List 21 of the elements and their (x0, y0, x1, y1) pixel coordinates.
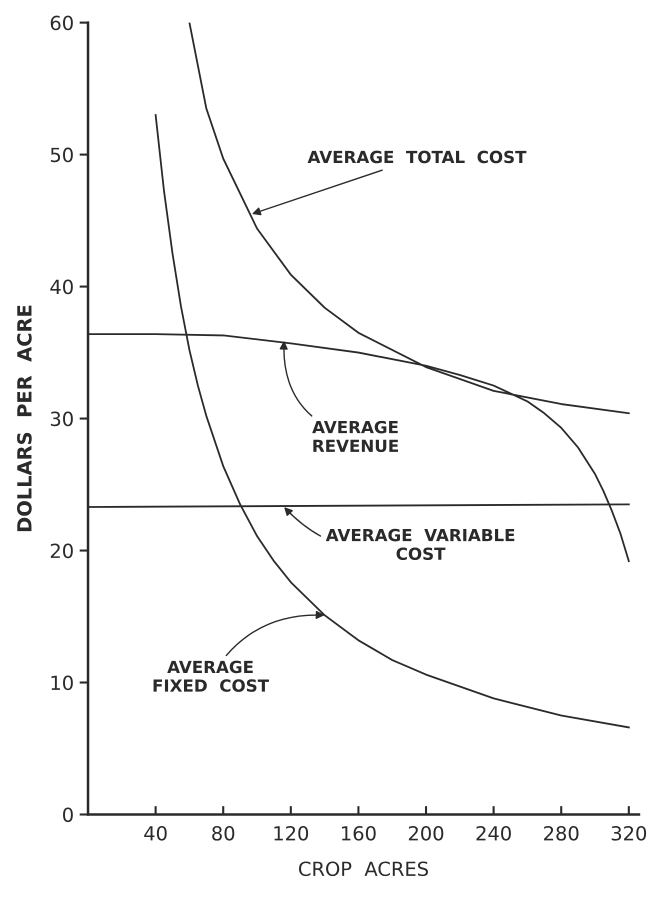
y-tick-label: 0 (63, 807, 73, 822)
annotation: AVERAGE REVENUE (312, 420, 398, 452)
x-tick-label: 240 (476, 826, 511, 841)
x-tick-label: 40 (144, 826, 167, 841)
y-tick-label: 30 (50, 412, 73, 426)
annotation: AVERAGE VARIABLE COST (326, 528, 514, 560)
annotation: AVERAGE FIXED COST (154, 660, 269, 692)
y-axis-title: DOLLARS PER ACRE (17, 306, 32, 532)
x-tick-label: 200 (408, 826, 444, 841)
x-tick-label: 120 (274, 826, 308, 841)
x-tick-label: 320 (612, 826, 646, 841)
x-axis-title: CROP ACRES (299, 861, 428, 876)
y-tick-label: 50 (50, 148, 73, 162)
annotation: AVERAGE TOTAL COST (308, 150, 526, 164)
y-tick-label: 20 (50, 544, 73, 558)
y-tick-label: 60 (50, 16, 73, 30)
y-tick-label: 40 (50, 280, 73, 294)
x-tick-label: 160 (342, 826, 376, 841)
x-tick-label: 80 (212, 826, 234, 841)
x-tick-label: 280 (544, 826, 578, 841)
y-tick-label: 10 (52, 675, 73, 690)
